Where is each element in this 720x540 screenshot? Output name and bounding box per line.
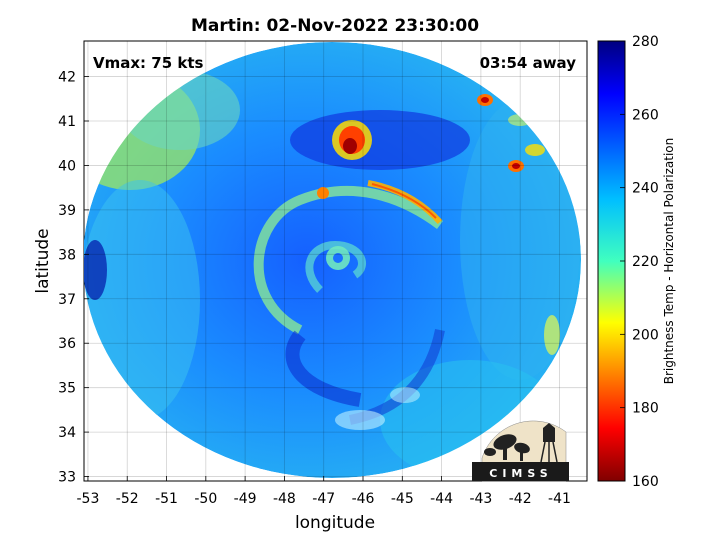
x-tick-label: -48 (273, 491, 296, 507)
colorbar-tick-label: 240 (632, 181, 659, 197)
y-tick-labels: 33 34 35 36 37 38 39 40 41 42 (58, 70, 76, 486)
x-tick-label: -50 (194, 491, 217, 507)
x-tick-label: -49 (234, 491, 257, 507)
x-tick-label: -53 (76, 491, 99, 507)
x-tick-label: -51 (155, 491, 178, 507)
y-tick-label: 39 (58, 203, 76, 219)
y-tick-label: 38 (58, 247, 76, 263)
x-tick-label: -45 (391, 491, 414, 507)
swath-image (84, 42, 581, 478)
cimss-logo: CIMSS (472, 420, 569, 482)
map-title: Martin: 02-Nov-2022 23:30:00 (191, 16, 479, 36)
y-tick-label: 42 (58, 70, 76, 86)
y-tick-label: 34 (58, 425, 76, 441)
x-tick-label: -43 (469, 491, 492, 507)
grid-lines (84, 41, 587, 481)
y-tick-label: 37 (58, 292, 76, 308)
colorbar-label: Brightness Temp - Horizontal Polarizatio… (662, 138, 676, 385)
colorbar-tick-label: 200 (632, 327, 659, 343)
colorbar-tick-label: 280 (632, 34, 659, 50)
vmax-label: Vmax: 75 kts (93, 54, 203, 72)
x-tick-label: -44 (430, 491, 453, 507)
colorbar-tick-label: 180 (632, 401, 659, 417)
x-tick-label: -41 (548, 491, 571, 507)
colorbar-tick-label: 220 (632, 254, 659, 270)
y-tick-label: 41 (58, 114, 76, 130)
y-tick-label: 33 (58, 470, 76, 486)
x-tick-label: -42 (509, 491, 532, 507)
x-tick-label: -46 (352, 491, 375, 507)
colorbar-tick-label: 160 (632, 474, 659, 490)
away-label: 03:54 away (480, 54, 577, 72)
logo-text: CIMSS (489, 467, 552, 480)
y-tick-label: 36 (58, 336, 76, 352)
y-axis-label: latitude (33, 228, 53, 293)
x-tick-label: -52 (116, 491, 139, 507)
colorbar-tick-label: 260 (632, 107, 659, 123)
x-tick-label: -47 (312, 491, 335, 507)
x-tick-labels: -53 -52 -51 -50 -49 -48 -47 -46 -45 -44 -43 -42 -41 (76, 491, 570, 507)
y-tick-label: 35 (58, 381, 76, 397)
y-tick-label: 40 (58, 158, 76, 174)
colorbar-tick-labels: 160 180 200 220 240 260 280 (620, 34, 659, 490)
x-axis-label: longitude (295, 513, 375, 533)
